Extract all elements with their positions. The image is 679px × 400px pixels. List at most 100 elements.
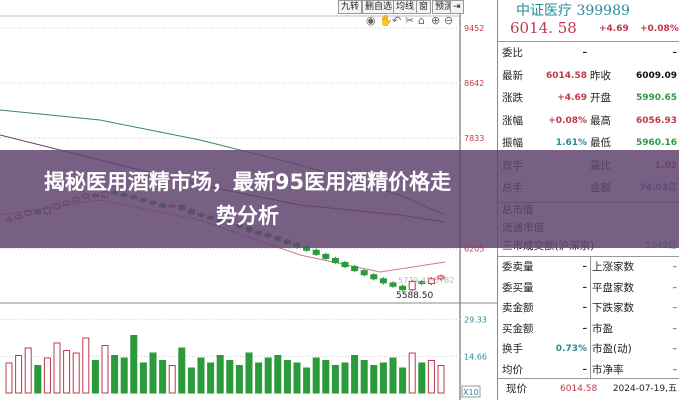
candle-body xyxy=(360,270,368,276)
row-label: 最低 xyxy=(590,137,611,149)
zoom-in-icon[interactable]: ⊕ xyxy=(431,14,441,27)
eye-icon[interactable]: ◉ xyxy=(366,14,376,27)
volume-bar xyxy=(408,352,416,394)
volume-bar xyxy=(197,357,205,394)
volume-unit-label: X10 xyxy=(463,388,479,397)
candle-body xyxy=(379,278,387,284)
row-value: 6056.93 xyxy=(636,115,677,126)
volume-bar xyxy=(53,342,61,394)
row-label: 市盈 xyxy=(592,322,613,335)
volume-bar xyxy=(389,357,397,394)
quote-row: 买金额 – 市盈 – xyxy=(502,319,677,339)
index-title: 中证医疗 399989 xyxy=(516,3,630,19)
row-value: – xyxy=(582,262,588,272)
volume-bar xyxy=(91,360,99,394)
candle-body xyxy=(437,275,445,280)
volume-bar xyxy=(427,360,435,394)
volume-bar xyxy=(149,352,157,394)
volume-bar xyxy=(399,367,407,394)
toolbar-button[interactable]: 窗 xyxy=(416,0,432,14)
candle-body xyxy=(427,278,435,285)
zoom-out-icon[interactable]: ⊖ xyxy=(444,14,454,27)
row-label: 卖金额 xyxy=(502,302,534,314)
candle-body xyxy=(418,281,426,285)
volume-bar xyxy=(139,362,147,394)
volume-bar xyxy=(370,365,378,394)
row-value: 6009.09 xyxy=(636,70,677,81)
toolbar-button[interactable]: ⇥ xyxy=(450,0,464,14)
volume-bar xyxy=(312,357,320,394)
price-tick-label: 9452 xyxy=(464,24,484,33)
row-value: 1.61% xyxy=(555,138,587,148)
row-value: – xyxy=(672,323,678,334)
row-value: +0.08% xyxy=(548,115,587,126)
volume-bar xyxy=(101,345,109,394)
volume-bar xyxy=(322,360,330,394)
ma-value-label: 5779.33-5782 xyxy=(398,276,454,285)
price-tick-label: 7833 xyxy=(464,134,484,143)
volume-bar xyxy=(120,357,128,394)
quote-row: 最新 6014.58 昨收 6009.09 xyxy=(502,66,677,86)
row-label: 市盈(动) xyxy=(592,343,632,355)
row-value: – xyxy=(582,48,588,58)
toolbar-button[interactable]: 均线 xyxy=(393,0,418,14)
volume-bar xyxy=(351,355,359,394)
quote-row: 换手 0.73% 市盈(动) – xyxy=(502,339,677,359)
volume-bar xyxy=(331,365,339,394)
volume-bar xyxy=(111,355,119,394)
scissors-icon[interactable]: ✂ xyxy=(405,14,415,27)
row-label: 委卖量 xyxy=(502,261,534,273)
row-value: – xyxy=(672,262,678,272)
volume-bar xyxy=(5,362,13,394)
row-label: 涨幅 xyxy=(502,114,523,127)
volume-bar xyxy=(130,335,138,394)
price-tick-label: 8642 xyxy=(464,79,484,88)
row-value: +4.69 xyxy=(557,93,587,103)
row-label: 买金额 xyxy=(502,322,534,335)
divider xyxy=(590,256,591,378)
toolbar-button[interactable]: 九转 xyxy=(338,0,363,14)
article-title-banner: 揭秘医用酒精市场，最新95医用酒精价格走 势分析 xyxy=(0,150,679,248)
toolbar-button[interactable]: 删自选 xyxy=(362,0,396,14)
undo-icon[interactable]: ↶ xyxy=(392,14,402,27)
row-label: 均价 xyxy=(502,363,523,376)
volume-bar xyxy=(341,362,349,394)
row-label: 开盘 xyxy=(590,92,611,104)
lock-icon[interactable]: ⌂ xyxy=(418,14,425,27)
volume-bar xyxy=(168,365,176,394)
volume-bar xyxy=(303,367,311,394)
volume-bar xyxy=(226,360,234,394)
candle-body xyxy=(312,249,320,255)
hand-icon[interactable]: ✋ xyxy=(379,14,393,27)
quote-row: 委比 – – xyxy=(502,43,677,63)
row-value: – xyxy=(582,323,588,334)
volume-bar xyxy=(360,360,368,394)
row-label: 最高 xyxy=(590,114,611,127)
volume-bar xyxy=(72,352,80,394)
candle-body xyxy=(370,274,378,280)
quote-row: 卖金额 – 下跌家数 – xyxy=(502,298,677,318)
row-label: 昨收 xyxy=(590,69,611,82)
volume-bar xyxy=(293,362,301,394)
row-label: 委买量 xyxy=(502,281,534,294)
row-value: 0.73% xyxy=(555,344,587,354)
row-label: 最新 xyxy=(502,69,523,82)
price-tick-label: 6205 xyxy=(464,245,484,254)
row-label: 换手 xyxy=(502,343,523,355)
current-price: 6014. 58 xyxy=(510,19,577,37)
quote-row: 振幅 1.61% 最低 5960.16 xyxy=(502,133,677,153)
candle-body xyxy=(389,282,397,287)
volume-bar xyxy=(63,350,71,394)
quote-row: 均价 – 市净率 – xyxy=(502,360,677,380)
row-value: – xyxy=(582,303,588,313)
volume-bar xyxy=(15,355,23,394)
volume-bar xyxy=(187,367,195,394)
row-label: 平盘家数 xyxy=(592,281,634,294)
volume-bar xyxy=(418,362,426,394)
row-value: 6014.58 xyxy=(560,384,598,394)
quote-row: 委卖量 – 上涨家数 – xyxy=(502,257,677,277)
candle-body xyxy=(341,262,349,268)
divider xyxy=(498,41,679,42)
row-value: – xyxy=(582,364,588,375)
volume-bar xyxy=(379,362,387,394)
